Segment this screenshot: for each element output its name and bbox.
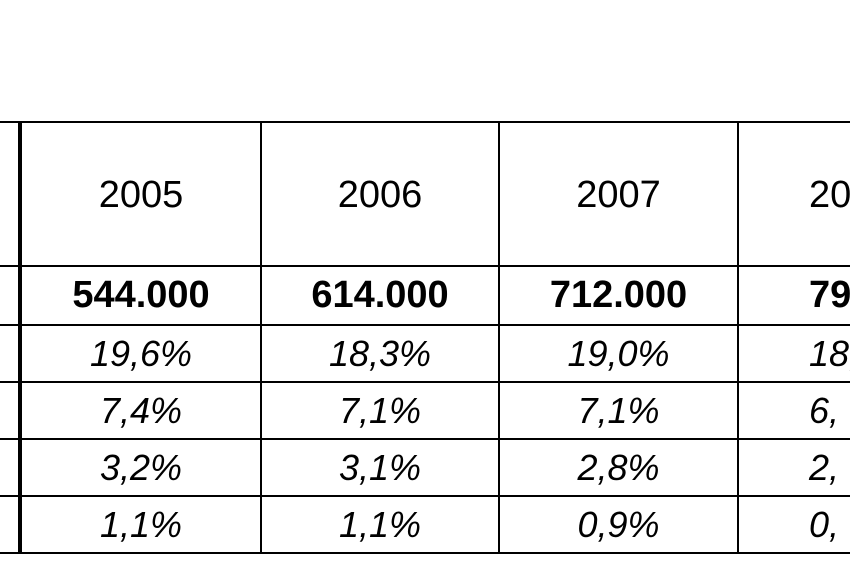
table-cell[interactable]: 0, bbox=[739, 497, 850, 554]
table-cell[interactable]: 1,1% bbox=[22, 497, 262, 554]
table-row: 1,1% 1,1% 0,9% 0, bbox=[0, 497, 850, 554]
table-row: 544.000 614.000 712.000 799 bbox=[0, 267, 850, 326]
column-header[interactable]: 2006 bbox=[262, 121, 500, 267]
table-row: 3,2% 3,1% 2,8% 2, bbox=[0, 440, 850, 497]
row-label-cell[interactable] bbox=[0, 497, 22, 554]
row-label-cell[interactable] bbox=[0, 121, 22, 267]
table-cell[interactable]: 799 bbox=[739, 267, 850, 326]
table-cell[interactable]: 19,6% bbox=[22, 326, 262, 383]
table-cell[interactable]: 7,1% bbox=[262, 383, 500, 440]
table-row: 19,6% 18,3% 19,0% 18, bbox=[0, 326, 850, 383]
row-label-cell[interactable] bbox=[0, 383, 22, 440]
row-label-cell[interactable] bbox=[0, 440, 22, 497]
table-cell[interactable]: 712.000 bbox=[500, 267, 739, 326]
column-header[interactable]: 2007 bbox=[500, 121, 739, 267]
table-header-row: 2005 2006 2007 20 bbox=[0, 121, 850, 267]
row-label-cell[interactable] bbox=[0, 326, 22, 383]
table-cell[interactable]: 6, bbox=[739, 383, 850, 440]
table-cell[interactable]: 1,1% bbox=[262, 497, 500, 554]
table-cell[interactable]: 544.000 bbox=[22, 267, 262, 326]
table-cell[interactable]: 19,0% bbox=[500, 326, 739, 383]
data-table: 2005 2006 2007 20 544.000 614.000 712.00… bbox=[0, 121, 850, 554]
table-cell[interactable]: 614.000 bbox=[262, 267, 500, 326]
column-header[interactable]: 20 bbox=[739, 121, 850, 267]
row-label-cell[interactable] bbox=[0, 267, 22, 326]
table-row: 7,4% 7,1% 7,1% 6, bbox=[0, 383, 850, 440]
table-cell[interactable]: 0,9% bbox=[500, 497, 739, 554]
table-cell[interactable]: 18, bbox=[739, 326, 850, 383]
table-cell[interactable]: 3,2% bbox=[22, 440, 262, 497]
table-cell[interactable]: 18,3% bbox=[262, 326, 500, 383]
table-cell[interactable]: 2, bbox=[739, 440, 850, 497]
column-header[interactable]: 2005 bbox=[22, 121, 262, 267]
table-cell[interactable]: 7,4% bbox=[22, 383, 262, 440]
table-cell[interactable]: 2,8% bbox=[500, 440, 739, 497]
table-cell[interactable]: 3,1% bbox=[262, 440, 500, 497]
table-cell[interactable]: 7,1% bbox=[500, 383, 739, 440]
